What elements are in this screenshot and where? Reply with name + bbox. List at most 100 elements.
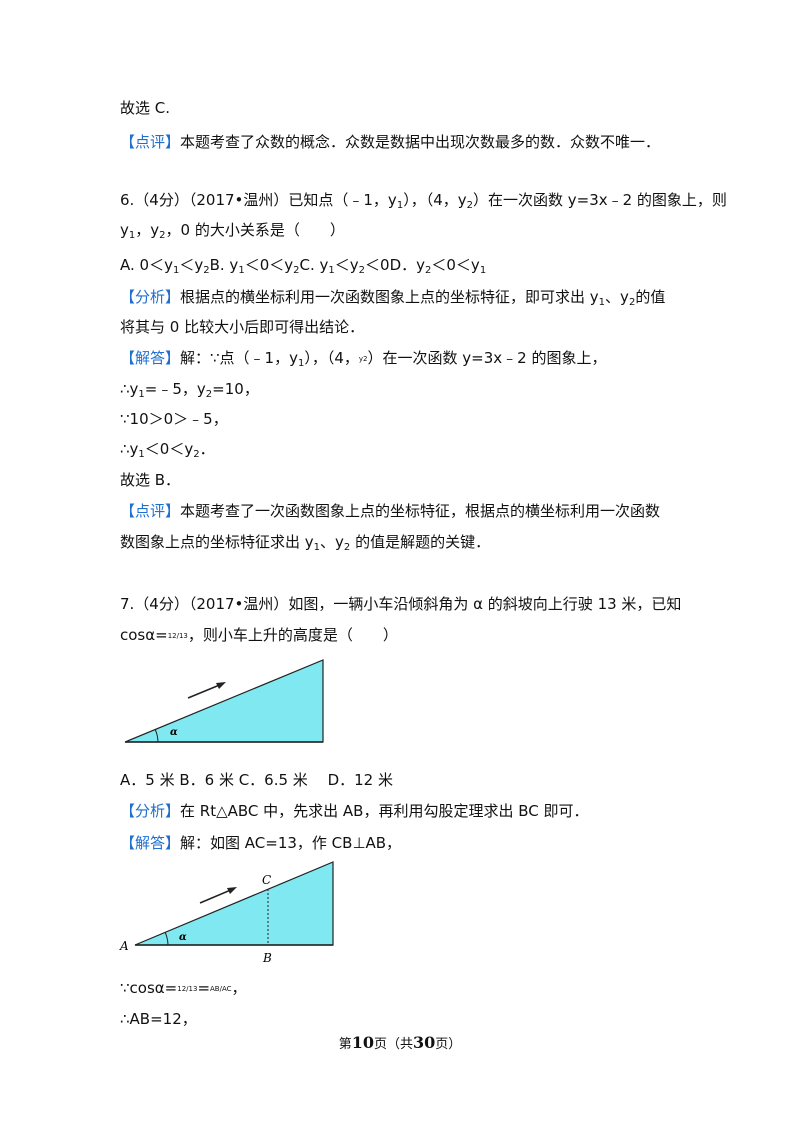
text-line: A．5 米 B．6 米 C．6.5 米 D．12 米 [120,770,393,790]
text-line: ∵10＞0＞﹣5， [120,409,228,429]
subscript: 1 [138,449,145,460]
point-label: B [262,951,272,965]
text-run: 本题考查了众数的概念．众数是数据中出现次数最多的数．众数不唯一． [180,133,661,151]
subscript: 1 [598,297,606,308]
subscript: 1 [396,200,404,211]
text-line: 【点评】本题考查了众数的概念．众数是数据中出现次数最多的数．众数不唯一． [120,132,660,152]
text-line: cosα=12/13，则小车上升的高度是（ ） [120,625,398,646]
text-run: 解：∵点（﹣1，y [180,349,298,367]
text-run: ∵10＞0＞﹣5， [120,410,228,428]
text-run: C. y [299,256,329,274]
text-line: 【点评】本题考查了一次函数图象上点的坐标特征，根据点的横坐标利用一次函数 [120,501,660,521]
fraction: 12/13 [177,985,198,993]
text-run: ． [199,440,215,458]
subscript: 2 [159,230,166,241]
text-run: ＜0＜y [431,256,480,274]
subscript: 1 [172,265,180,276]
text-run: 、y [320,533,344,551]
text-line: 数图象上点的坐标特征求出 y1、y2 的值是解题的关键． [120,532,490,558]
text-run: 故选 C. [120,99,171,117]
text-line: ∴y1=﹣5，y2=10， [120,379,259,405]
text-line: ∴AB=12， [120,1009,197,1029]
text-run: ∴AB=12， [120,1010,197,1028]
text-run: ），（4，y [403,191,467,209]
subscript: 1 [128,230,136,241]
text-line: 【分析】在 Rt△ABC 中，先求出 AB，再利用勾股定理求出 BC 即可． [120,801,589,821]
text-run: ＜y [334,256,359,274]
text-run: ＜0＜y [244,256,294,274]
subscript: 2 [203,265,210,276]
text-run: 解：如图 AC=13，作 CB⊥AB， [180,834,402,852]
text-run: 页） [435,1037,462,1052]
text-run: 第 [338,1037,352,1052]
text-run: cosα= [120,626,168,644]
subscript: 2 [425,265,432,276]
subscript: 2 [193,449,200,460]
subscript: 1 [138,389,145,400]
text-run: 的值 [635,288,666,306]
text-run: ）在一次函数 y=3x﹣2 的图象上，则 [472,191,727,209]
text-run: ∵cosα= [120,979,178,997]
section-tag: 【点评】 [120,133,181,151]
subscript: 2 [466,200,473,211]
subscript: 1 [479,265,487,276]
text-line: 7.（4分）（2017•温州）如图，一辆小车沿倾斜角为 α 的斜坡向上行驶 13… [120,594,681,614]
text-run: A．5 米 B．6 米 C．6.5 米 D．12 米 [120,771,393,789]
text-run: 、y [605,288,629,306]
text-run: ＜y [179,256,204,274]
text-run: ＜0D．y [365,256,426,274]
text-line: 【解答】解：如图 AC=13，作 CB⊥AB， [120,833,401,853]
text-line: 故选 C. [120,98,170,118]
text-run: ），（4， [304,349,359,367]
text-line: ∴y1＜0＜y2． [120,439,215,465]
text-run: = [197,979,211,997]
fraction: y2 [358,355,368,363]
text-run: ， [231,979,247,997]
subscript: 1 [238,265,245,276]
subscript: 2 [205,389,213,400]
text-run: 根据点的横坐标利用一次函数图象上点的坐标特征，即可求出 y [180,288,599,306]
text-run: A. 0＜y [120,256,173,274]
text-run: 在 Rt△ABC 中，先求出 AB，再利用勾股定理求出 BC 即可． [180,802,589,820]
figure-2: α A B C [119,861,334,965]
text-run: 本题考查了一次函数图象上点的坐标特征，根据点的横坐标利用一次函数 [180,502,661,520]
text-line: 6.（4分）（2017•温州）已知点（﹣1，y1），（4，y2）在一次函数 y=… [120,190,727,216]
text-line: A. 0＜y1＜y2B. y1＜0＜y2C. y1＜y2＜0D．y2＜0＜y1 [120,255,486,281]
text-run: ∴y [120,380,139,398]
subscript: 1 [313,542,321,553]
text-run: ）在一次函数 y=3x﹣2 的图象上， [367,349,607,367]
subscript: 2 [358,265,366,276]
text-run: ，0 的大小关系是（ ） [165,221,345,239]
text-line: y1，y2，0 的大小关系是（ ） [120,220,345,246]
angle-label: α [170,727,178,738]
text-line: 故选 B． [120,470,180,490]
text-run: ∴y [120,440,139,458]
footer: 第10页（共30页） [0,1033,800,1052]
text-run: ，y [135,221,160,239]
subscript: 1 [297,358,305,369]
section-tag: 【分析】 [120,288,181,306]
subscript: 2 [343,542,351,553]
point-label: A [119,939,129,953]
page-number: 30 [413,1033,436,1052]
text-run: =﹣5，y [144,380,206,398]
text-run: ＜0＜y [144,440,194,458]
figure-1: α [124,659,324,743]
text-run: 将其与 0 比较大小后即可得出结论． [120,318,365,336]
point-label: C [262,873,271,887]
fraction: 12/13 [167,632,188,640]
text-run: 7.（4分）（2017•温州）如图，一辆小车沿倾斜角为 α 的斜坡向上行驶 13… [120,595,682,613]
subscript: 2 [628,297,636,308]
subscript: 2 [293,265,300,276]
text-run: B. y [209,256,239,274]
text-line: 【解答】解：∵点（﹣1，y1），（4，y2）在一次函数 y=3x﹣2 的图象上， [120,348,606,374]
text-run: 页（共 [373,1037,413,1052]
text-run: 故选 B． [120,471,181,489]
text-line: ∵cosα=12/13=AB/AC， [120,978,247,999]
text-run: 6.（4分）（2017•温州）已知点（﹣1，y [120,191,397,209]
text-run: =10， [212,380,259,398]
section-tag: 【分析】 [120,802,181,820]
page-number: 10 [351,1033,374,1052]
